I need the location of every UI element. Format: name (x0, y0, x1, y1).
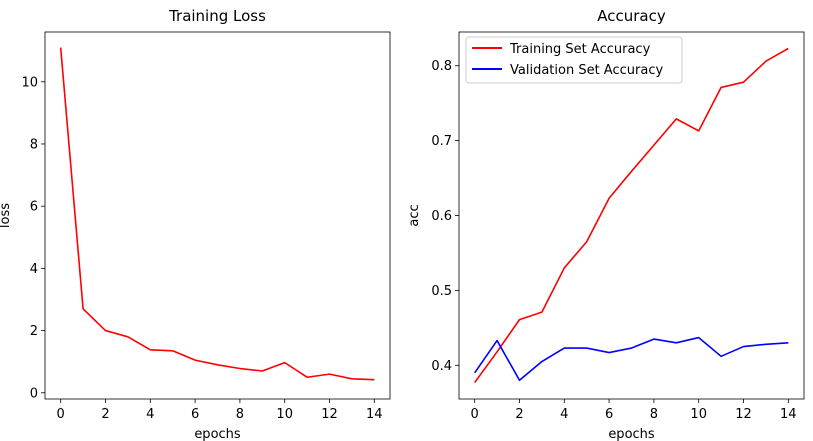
loss-x-tick-label: 12 (321, 407, 338, 422)
legend-label-training: Training Set Accuracy (509, 42, 651, 57)
legend-label-validation: Validation Set Accuracy (510, 63, 663, 78)
accuracy-chart-title: Accuracy (597, 7, 666, 25)
accuracy-y-tick-label: 0.4 (431, 359, 452, 374)
loss-y-tick-label: 2 (30, 324, 38, 339)
accuracy-line-validation-set-accuracy (474, 336, 789, 382)
loss-y-tick-label: 0 (30, 386, 38, 401)
accuracy-x-tick-label: 0 (471, 407, 479, 422)
accuracy-x-tick-label: 12 (735, 407, 752, 422)
loss-chart: Training Loss epochs loss 0 2 4 6 8 10 12 14 0 2 4… (0, 7, 391, 441)
loss-x-tick-label: 4 (146, 407, 154, 422)
accuracy-x-tick-label: 10 (690, 407, 707, 422)
loss-x-tick-label: 8 (236, 407, 244, 422)
loss-x-axis-label: epochs (194, 427, 241, 441)
accuracy-x-tick-label: 14 (780, 407, 797, 422)
accuracy-x-axis-label: epochs (608, 427, 655, 441)
loss-x-tick-label: 2 (101, 407, 109, 422)
loss-lines (59, 47, 375, 381)
accuracy-x-tick-label: 6 (605, 407, 613, 422)
accuracy-lines (474, 47, 789, 383)
accuracy-x-tick-label: 4 (560, 407, 568, 422)
loss-x-tick-label: 10 (276, 407, 293, 422)
loss-x-tick-label: 6 (191, 407, 199, 422)
accuracy-y-axis-label: acc (407, 204, 422, 226)
loss-y-tick-label: 6 (30, 200, 38, 215)
accuracy-ticks: 0 2 4 6 8 10 12 14 0.4 0.5 0.6 0.7 0.8 (431, 59, 796, 422)
loss-chart-title: Training Loss (168, 7, 266, 25)
accuracy-chart: Accuracy epochs acc 0 2 4 6 8 10 12 14 0.4 0.5 0.6… (407, 7, 805, 441)
accuracy-y-tick-label: 0.8 (431, 59, 452, 74)
accuracy-plot-area (458, 31, 805, 400)
loss-y-tick-label: 4 (30, 262, 38, 277)
loss-y-tick-label: 10 (21, 75, 38, 90)
loss-y-axis-label: loss (0, 203, 13, 228)
accuracy-legend: Training Set Accuracy Validation Set Acc… (465, 36, 683, 84)
loss-plot-area (44, 31, 391, 400)
accuracy-y-tick-label: 0.7 (431, 134, 452, 149)
legend-box (465, 36, 683, 84)
accuracy-line-training-set-accuracy (474, 47, 789, 383)
loss-line-series-0 (59, 47, 375, 381)
loss-x-tick-label: 14 (366, 407, 383, 422)
accuracy-y-tick-label: 0.5 (431, 284, 452, 299)
accuracy-x-tick-label: 8 (650, 407, 658, 422)
accuracy-y-tick-label: 0.6 (431, 209, 452, 224)
loss-ticks: 0 2 4 6 8 10 12 14 0 2 4 6 8 10 (21, 75, 382, 422)
accuracy-x-tick-label: 2 (515, 407, 523, 422)
loss-x-tick-label: 0 (57, 407, 65, 422)
loss-y-tick-label: 8 (30, 137, 38, 152)
